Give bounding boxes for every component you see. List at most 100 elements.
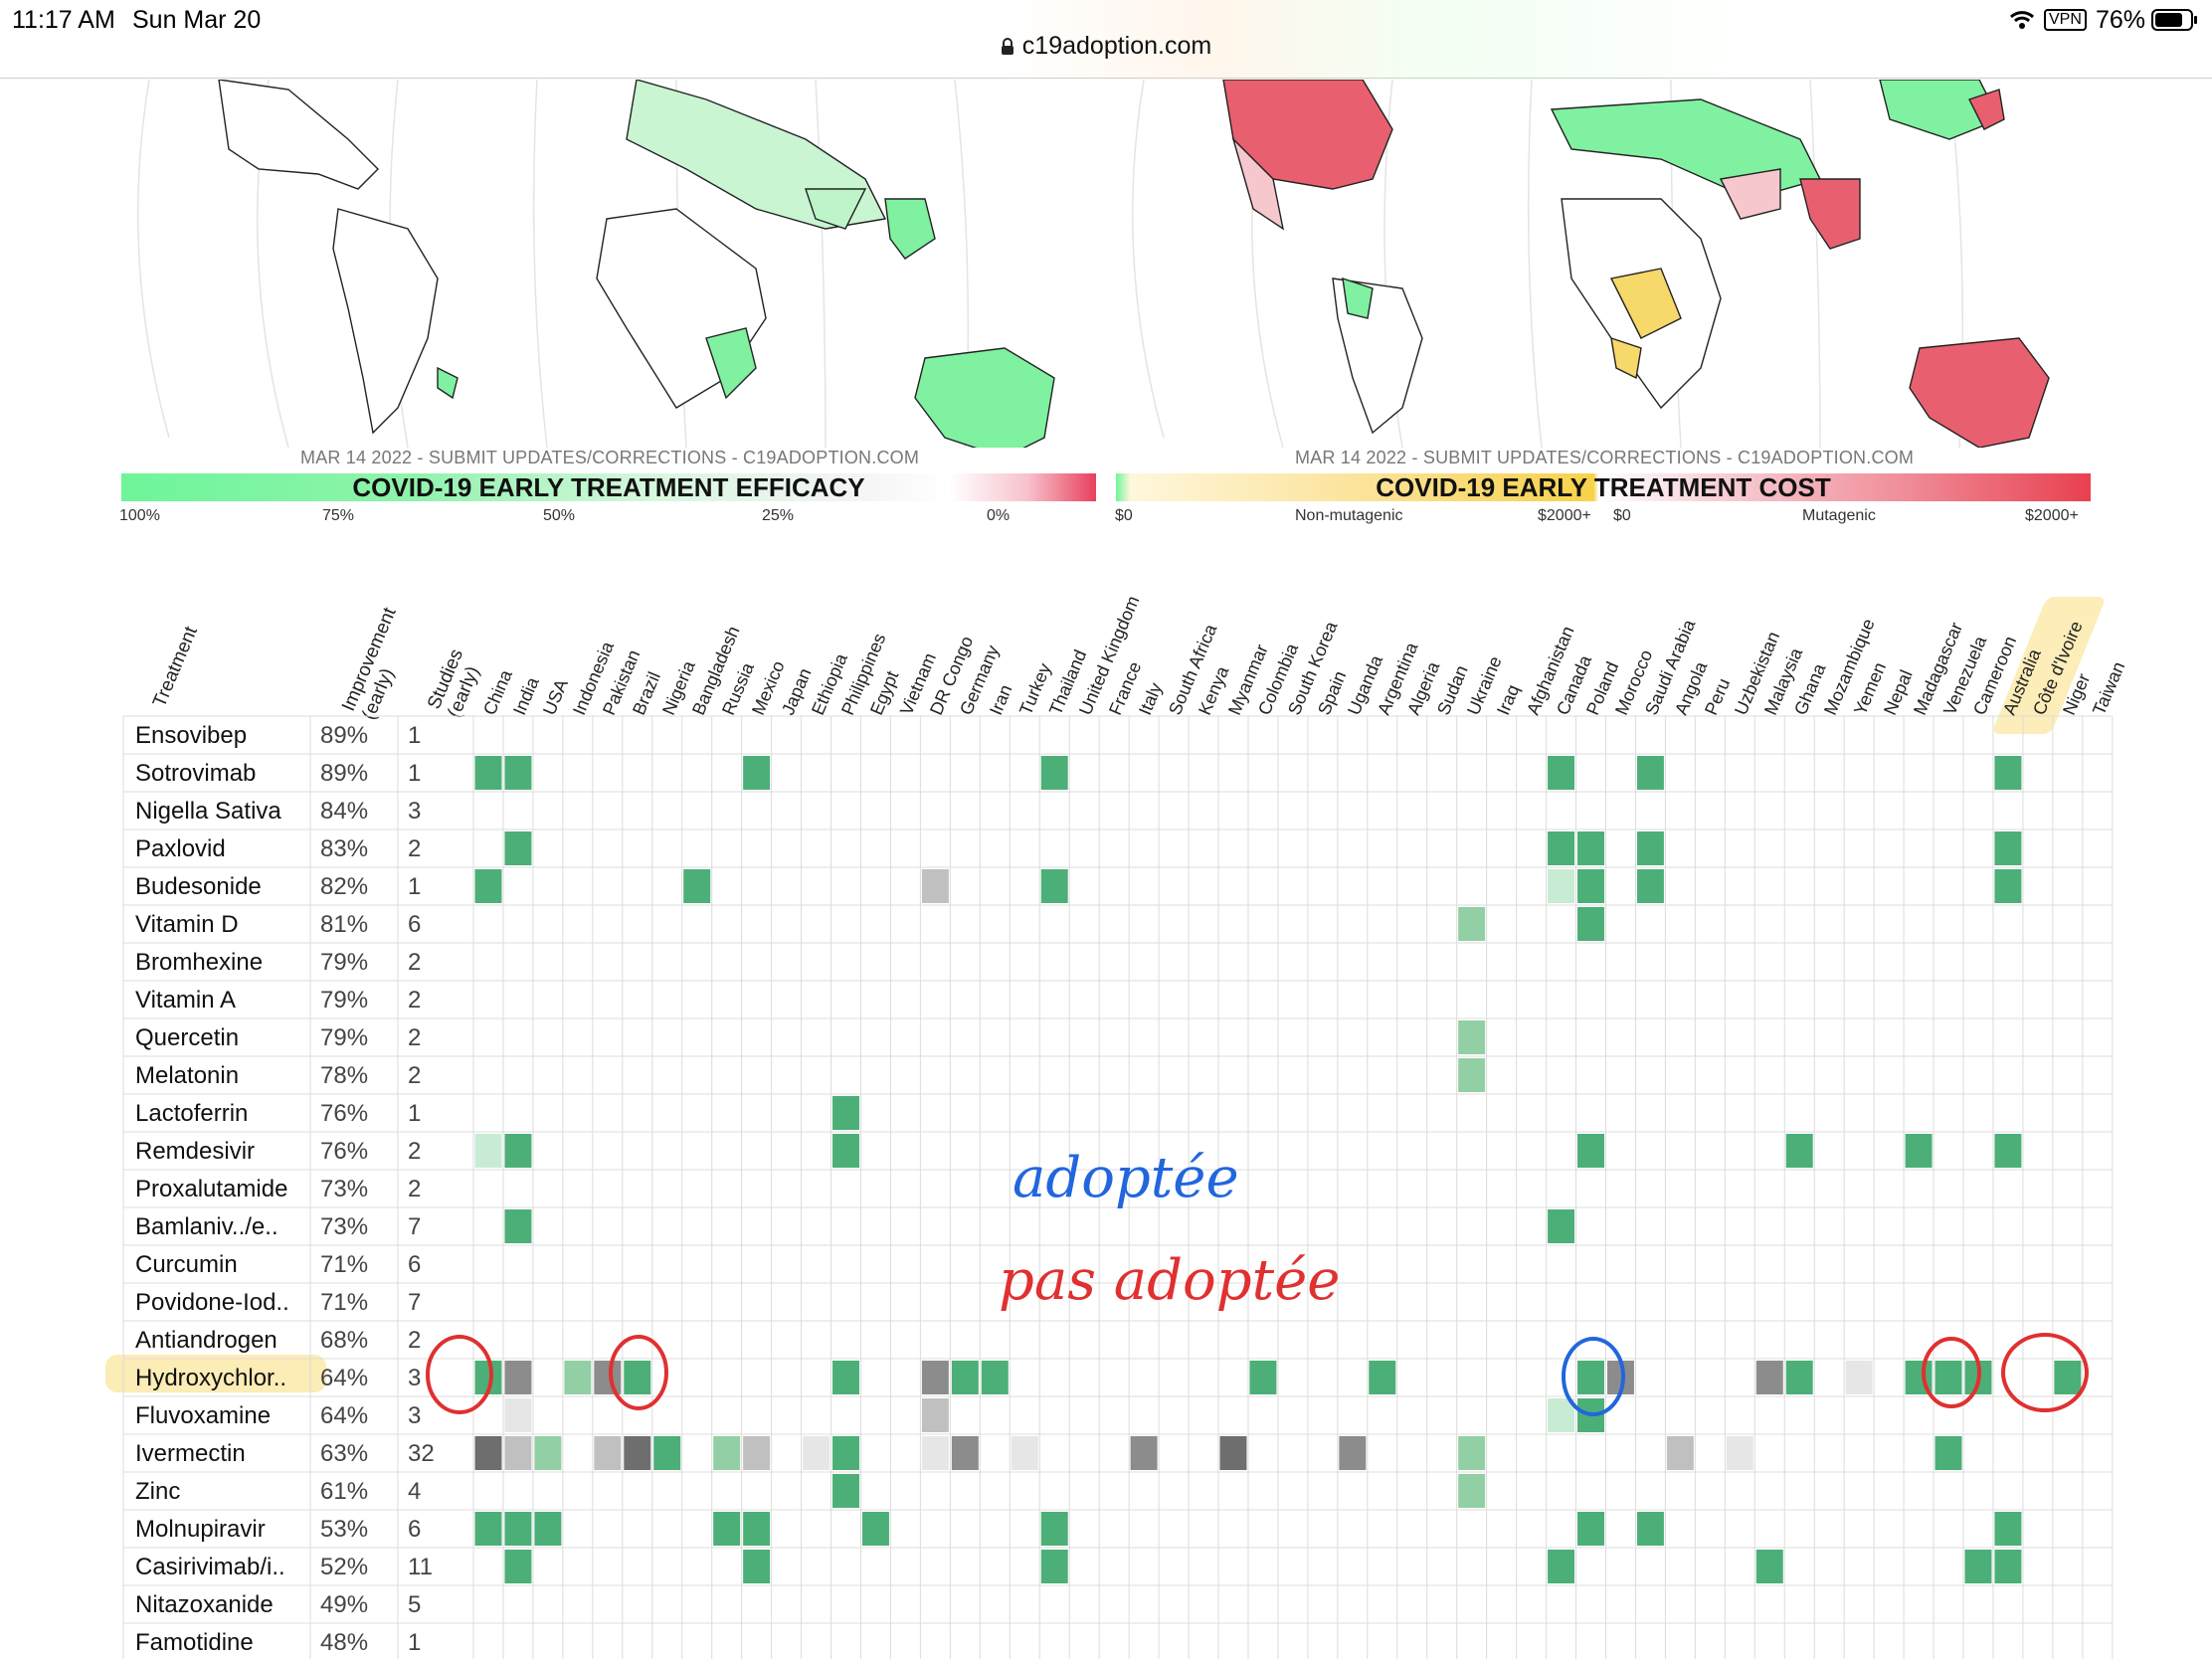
treatment-name[interactable]: Ensovibep: [135, 722, 248, 749]
adoption-cell[interactable]: [534, 1436, 562, 1470]
treatment-name[interactable]: Casirivimab/i..: [135, 1554, 285, 1580]
treatment-name[interactable]: Nitazoxanide: [135, 1591, 274, 1618]
adoption-cell[interactable]: [743, 756, 771, 790]
adoption-cell[interactable]: [1577, 907, 1604, 941]
adoption-cell[interactable]: [1458, 1020, 1486, 1054]
adoption-cell[interactable]: [504, 1550, 532, 1583]
treatment-name[interactable]: Hydroxychlor..: [135, 1365, 287, 1391]
treatment-name[interactable]: Curcumin: [135, 1251, 238, 1278]
adoption-cell[interactable]: [683, 869, 711, 903]
adoption-cell[interactable]: [832, 1436, 859, 1470]
adoption-cell[interactable]: [1040, 1512, 1068, 1546]
adoption-cell[interactable]: [624, 1361, 651, 1394]
treatment-name[interactable]: Fluvoxamine: [135, 1402, 272, 1429]
adoption-cell[interactable]: [1458, 1058, 1486, 1092]
treatment-name[interactable]: Paxlovid: [135, 835, 226, 862]
adoption-cell[interactable]: [1994, 1512, 2022, 1546]
adoption-cell[interactable]: [713, 1512, 741, 1546]
treatment-name[interactable]: Remdesivir: [135, 1138, 256, 1165]
adoption-cell[interactable]: [1935, 1361, 1962, 1394]
adoption-cell[interactable]: [1845, 1361, 1873, 1394]
adoption-cell[interactable]: [504, 1436, 532, 1470]
treatment-name[interactable]: Antiandrogen: [135, 1327, 277, 1354]
adoption-cell[interactable]: [504, 1512, 532, 1546]
adoption-cell[interactable]: [1369, 1361, 1396, 1394]
adoption-cell[interactable]: [1785, 1134, 1813, 1168]
adoption-cell[interactable]: [921, 869, 949, 903]
adoption-cell[interactable]: [1219, 1436, 1247, 1470]
adoption-cell[interactable]: [1935, 1436, 1962, 1470]
address-bar[interactable]: c19adoption.com: [0, 32, 2212, 72]
adoption-cell[interactable]: [474, 1512, 502, 1546]
adoption-cell[interactable]: [1040, 869, 1068, 903]
treatment-name[interactable]: Proxalutamide: [135, 1176, 288, 1202]
adoption-cell[interactable]: [504, 756, 532, 790]
adoption-cell[interactable]: [1755, 1550, 1783, 1583]
adoption-cell[interactable]: [1994, 756, 2022, 790]
adoption-cell[interactable]: [832, 1474, 859, 1508]
treatment-name[interactable]: Lactoferrin: [135, 1100, 249, 1127]
adoption-cell[interactable]: [474, 756, 502, 790]
treatment-name[interactable]: Nigella Sativa: [135, 798, 281, 825]
adoption-cell[interactable]: [534, 1512, 562, 1546]
adoption-cell[interactable]: [951, 1436, 979, 1470]
treatment-name[interactable]: Sotrovimab: [135, 760, 257, 787]
adoption-cell[interactable]: [1040, 1550, 1068, 1583]
treatment-name[interactable]: Povidone-Iod..: [135, 1289, 289, 1316]
adoption-cell[interactable]: [1548, 869, 1575, 903]
adoption-cell[interactable]: [1964, 1550, 1992, 1583]
treatment-name[interactable]: Quercetin: [135, 1024, 240, 1051]
adoption-cell[interactable]: [743, 1436, 771, 1470]
adoption-cell[interactable]: [1011, 1436, 1038, 1470]
adoption-cell[interactable]: [504, 831, 532, 865]
treatment-name[interactable]: Vitamin A: [135, 987, 236, 1014]
adoption-cell[interactable]: [653, 1436, 681, 1470]
adoption-cell[interactable]: [2054, 1361, 2082, 1394]
adoption-cell[interactable]: [594, 1361, 622, 1394]
adoption-cell[interactable]: [1636, 831, 1664, 865]
adoption-cell[interactable]: [832, 1134, 859, 1168]
adoption-cell[interactable]: [861, 1512, 889, 1546]
adoption-cell[interactable]: [1249, 1361, 1277, 1394]
adoption-cell[interactable]: [1994, 869, 2022, 903]
adoption-cell[interactable]: [1577, 1512, 1604, 1546]
adoption-cell[interactable]: [981, 1361, 1009, 1394]
treatment-name[interactable]: Bromhexine: [135, 949, 264, 976]
adoption-cell[interactable]: [1577, 831, 1604, 865]
adoption-cell[interactable]: [1636, 756, 1664, 790]
adoption-cell[interactable]: [1577, 1134, 1604, 1168]
adoption-cell[interactable]: [1636, 1512, 1664, 1546]
adoption-cell[interactable]: [921, 1398, 949, 1432]
adoption-cell[interactable]: [1905, 1134, 1933, 1168]
adoption-cell[interactable]: [504, 1361, 532, 1394]
adoption-cell[interactable]: [594, 1436, 622, 1470]
adoption-cell[interactable]: [1458, 1474, 1486, 1508]
adoption-cell[interactable]: [504, 1209, 532, 1243]
adoption-cell[interactable]: [1577, 869, 1604, 903]
adoption-cell[interactable]: [1548, 831, 1575, 865]
adoption-cell[interactable]: [921, 1361, 949, 1394]
treatment-name[interactable]: Famotidine: [135, 1629, 254, 1656]
adoption-cell[interactable]: [1548, 756, 1575, 790]
adoption-cell[interactable]: [951, 1361, 979, 1394]
treatment-name[interactable]: Zinc: [135, 1478, 181, 1505]
treatment-name[interactable]: Melatonin: [135, 1062, 240, 1089]
treatment-name[interactable]: Ivermectin: [135, 1440, 246, 1467]
adoption-cell[interactable]: [1458, 1436, 1486, 1470]
adoption-cell[interactable]: [1636, 869, 1664, 903]
adoption-cell[interactable]: [1040, 756, 1068, 790]
adoption-cell[interactable]: [474, 869, 502, 903]
adoption-cell[interactable]: [1785, 1361, 1813, 1394]
adoption-cell[interactable]: [1458, 907, 1486, 941]
treatment-name[interactable]: Molnupiravir: [135, 1516, 266, 1543]
adoption-cell[interactable]: [1130, 1436, 1158, 1470]
adoption-cell[interactable]: [504, 1134, 532, 1168]
adoption-cell[interactable]: [504, 1398, 532, 1432]
adoption-cell[interactable]: [1726, 1436, 1753, 1470]
adoption-cell[interactable]: [713, 1436, 741, 1470]
adoption-cell[interactable]: [921, 1436, 949, 1470]
adoption-cell[interactable]: [474, 1436, 502, 1470]
adoption-cell[interactable]: [1994, 1134, 2022, 1168]
treatment-name[interactable]: Budesonide: [135, 873, 262, 900]
adoption-cell[interactable]: [1339, 1436, 1367, 1470]
